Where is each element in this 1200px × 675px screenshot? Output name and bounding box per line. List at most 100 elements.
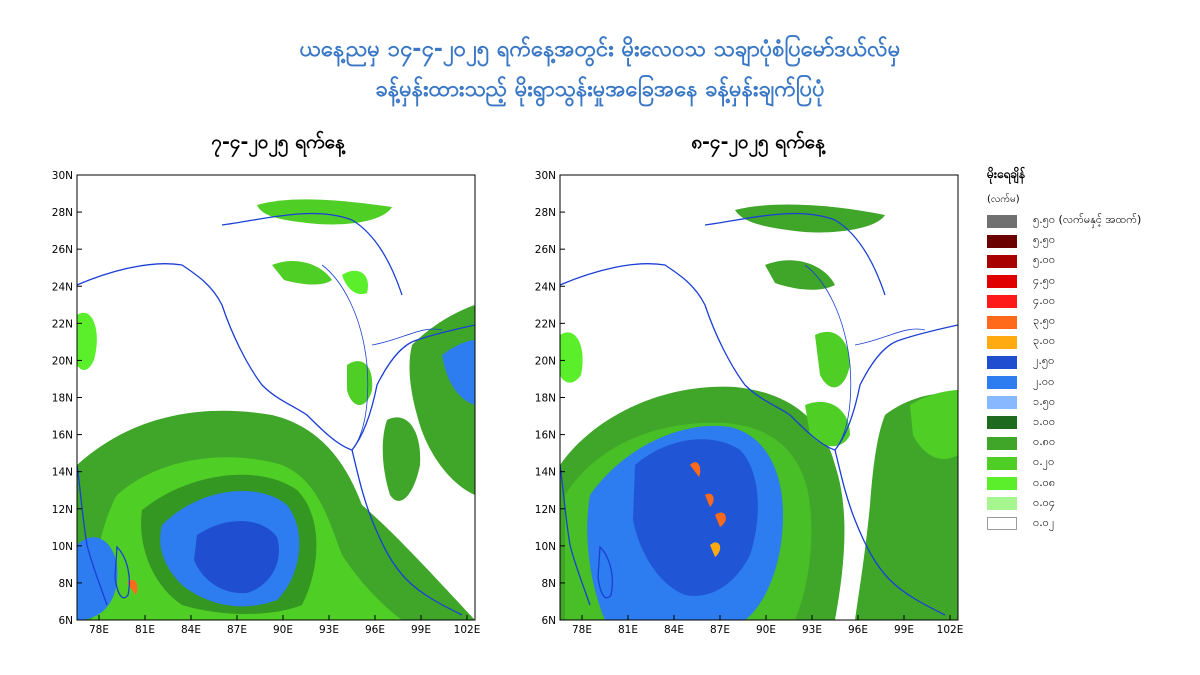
rainfall-map-day-1: 78E 81E 84E 87E 90E 93E 96E 99E 102E 30N 28N 26N 24N… [52, 170, 481, 635]
rainfall-map-day-2: 78E 81E 84E 87E 90E 93E 96E 99E 102E 30N 28N 26N 24N… [535, 170, 964, 635]
legend-label: ၂.၅၀ [1033, 354, 1055, 368]
rainfall-overlay [560, 204, 958, 620]
x-tick-label: 102E [454, 624, 481, 635]
legend-swatch [987, 396, 1017, 410]
legend-swatch [987, 355, 1017, 369]
legend-label: ၄.၀၀ [1033, 293, 1056, 307]
map-title-day-1: ၇-၄-၂၀၂၅ ရက်နေ့ [211, 131, 345, 153]
x-tick-label: 87E [710, 624, 730, 635]
legend-label: ၄.၅၀ [1033, 273, 1056, 287]
legend-label: ၅.၀၀ [1033, 253, 1056, 267]
legend-item: ၀.၀၂ [987, 514, 1197, 534]
y-tick-label: 16N [52, 430, 73, 442]
legend-swatch [987, 497, 1017, 511]
legend-swatch [987, 214, 1017, 228]
page-title-line-1: ယနေ့ညမှ ၁၄-၄-၂၀၂၅ ရက်နေ့အတွင်း မိုးလေဝသ … [299, 37, 901, 62]
legend-label: ၁.၀၀ [1033, 414, 1056, 428]
y-tick-label: 8N [58, 578, 73, 590]
y-tick-label: 20N [535, 355, 556, 367]
y-tick-label: 30N [52, 170, 73, 182]
legend-unit: (လက်မ) [987, 194, 1020, 205]
y-tick-label: 6N [58, 615, 73, 627]
y-tick-label: 12N [52, 504, 73, 516]
x-tick-label: 78E [89, 624, 109, 635]
y-tick-label: 22N [52, 318, 73, 330]
y-tick-label: 14N [52, 467, 73, 479]
y-tick-label: 6N [541, 615, 556, 627]
legend-item: ၄.၀၀ [987, 292, 1197, 312]
y-tick-label: 20N [52, 355, 73, 367]
legend-label: ၀.၈၀ [1033, 435, 1056, 449]
y-tick-label: 16N [535, 430, 556, 442]
x-tick-label: 81E [135, 624, 155, 635]
legend-label: ၀.၀၈ [1033, 475, 1056, 489]
y-tick-label: 24N [535, 281, 556, 293]
x-tick-label: 96E [848, 624, 868, 635]
y-tick-label: 12N [535, 504, 556, 516]
y-tick-label: 10N [52, 541, 73, 553]
legend-swatch [987, 295, 1017, 309]
x-tick-label: 99E [411, 624, 431, 635]
legend-item: ၅.၀၀ [987, 251, 1197, 271]
legend-swatch [987, 275, 1017, 289]
legend-item: ၅.၅၀ (လက်မနှင့် အထက်) [987, 211, 1197, 231]
legend-items: ၅.၅၀ (လက်မနှင့် အထက်) ၅.၅၀၅.၀၀၄.၅၀၄.၀၀၃.၅… [987, 211, 1197, 534]
x-tick-label: 102E [937, 624, 964, 635]
page-title-line-2: ခန့်မှန်းထားသည့် မိုးရွာသွန်းမှုအခြေအနေ … [375, 77, 825, 102]
x-tick-label: 93E [319, 624, 339, 635]
legend-item: ၀.၈၀ [987, 433, 1197, 453]
x-tick-label: 99E [894, 624, 914, 635]
legend-item: ၁.၅၀ [987, 393, 1197, 413]
legend-label: ၂.၀၀ [1033, 374, 1055, 388]
y-tick-label: 30N [535, 170, 556, 182]
legend-swatch [987, 456, 1017, 470]
legend-swatch [987, 416, 1017, 430]
map-axes: 78E 81E 84E 87E 90E 93E 96E 99E 102E 30N 28N 26N 24N… [52, 170, 481, 635]
coastline-borders [77, 212, 475, 616]
x-tick-label: 90E [273, 624, 293, 635]
legend-label: ၁.၅၀ [1033, 394, 1056, 408]
x-tick-label: 81E [618, 624, 638, 635]
y-tick-label: 26N [535, 244, 556, 256]
y-tick-label: 18N [52, 393, 73, 405]
x-tick-label: 90E [756, 624, 776, 635]
legend-item: ၀.၂၀ [987, 453, 1197, 473]
legend-label: ၃.၀၀ [1033, 334, 1056, 348]
legend-label: ၅.၅၀ [1033, 233, 1056, 247]
legend-label: ၀.၂၀ [1033, 455, 1055, 469]
y-tick-label: 10N [535, 541, 556, 553]
y-tick-label: 26N [52, 244, 73, 256]
legend-swatch [987, 517, 1017, 531]
legend-item: ၀.၀၈ [987, 473, 1197, 493]
legend-item: ၄.၅၀ [987, 272, 1197, 292]
y-tick-label: 18N [535, 393, 556, 405]
rainfall-overlay [77, 199, 475, 620]
legend-swatch [987, 315, 1017, 329]
legend-swatch [987, 335, 1017, 349]
legend-label: ၀.၀၄ [1033, 495, 1056, 509]
y-tick-label: 8N [541, 578, 556, 590]
legend-swatch [987, 234, 1017, 248]
legend-item: ၃.၀၀ [987, 332, 1197, 352]
legend-item: ၂.၀၀ [987, 373, 1197, 393]
x-tick-label: 84E [181, 624, 201, 635]
map-axes: 78E 81E 84E 87E 90E 93E 96E 99E 102E 30N 28N 26N 24N… [535, 170, 964, 635]
legend-item: ၀.၀၄ [987, 494, 1197, 514]
coastline-borders [560, 212, 958, 616]
legend-swatch [987, 376, 1017, 390]
legend-label: ၃.၅၀ [1033, 314, 1056, 328]
y-tick-label: 24N [52, 281, 73, 293]
legend-swatch [987, 477, 1017, 491]
map-title-day-2: ၈-၄-၂၀၂၅ ရက်နေ့ [691, 131, 825, 153]
x-tick-label: 78E [572, 624, 592, 635]
legend-item: ၅.၅၀ [987, 231, 1197, 251]
legend-item: ၂.၅၀ [987, 352, 1197, 372]
legend-item: ၁.၀၀ [987, 413, 1197, 433]
legend-title: မိုးရေချိန် [987, 167, 1026, 181]
rainfall-legend: မိုးရေချိန် (လက်မ) ၅.၅၀ (လက်မနှင့် အထက်)… [987, 166, 1197, 534]
x-tick-label: 87E [227, 624, 247, 635]
x-tick-label: 84E [664, 624, 684, 635]
legend-item: ၃.၅၀ [987, 312, 1197, 332]
y-tick-label: 28N [535, 207, 556, 219]
x-tick-label: 96E [365, 624, 385, 635]
